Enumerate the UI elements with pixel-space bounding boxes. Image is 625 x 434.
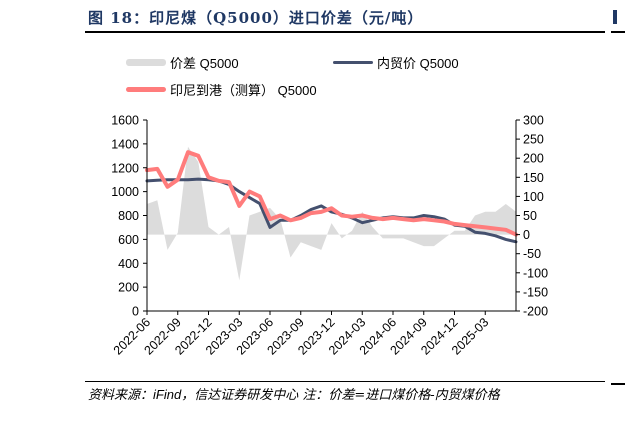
svg-text:0: 0 (132, 305, 139, 319)
chart-canvas: 02004006008001000120014001600-200-150-10… (0, 0, 625, 434)
svg-text:-50: -50 (523, 247, 541, 261)
svg-text:300: 300 (523, 114, 544, 128)
svg-text:600: 600 (118, 233, 139, 247)
svg-text:200: 200 (118, 281, 139, 295)
svg-text:150: 150 (523, 171, 544, 185)
svg-text:-100: -100 (523, 266, 548, 280)
svg-text:1600: 1600 (111, 114, 139, 128)
svg-text:800: 800 (118, 209, 139, 223)
source-suffix: ，信达证券研发中心 注：价差=进口煤价格-内贸煤价格 (181, 388, 499, 403)
svg-text:250: 250 (523, 133, 544, 147)
svg-text:1000: 1000 (111, 185, 139, 199)
svg-text:0: 0 (523, 228, 530, 242)
adjacent-column-footer-divider (611, 383, 625, 385)
source-note: 资料来源：iFind，信达证券研发中心 注：价差=进口煤价格-内贸煤价格 (88, 385, 588, 405)
svg-text:100: 100 (523, 190, 544, 204)
source-prefix: 资料来源： (88, 388, 153, 403)
svg-text:-200: -200 (523, 305, 548, 319)
chart-axes: 02004006008001000120014001600-200-150-10… (111, 114, 548, 358)
footer-divider (85, 381, 605, 382)
source-ifind: iFind (153, 387, 181, 402)
svg-text:1400: 1400 (111, 137, 139, 151)
svg-text:200: 200 (523, 152, 544, 166)
svg-text:1200: 1200 (111, 161, 139, 175)
svg-text:-150: -150 (523, 285, 548, 299)
svg-text:50: 50 (523, 209, 537, 223)
svg-text:400: 400 (118, 257, 139, 271)
